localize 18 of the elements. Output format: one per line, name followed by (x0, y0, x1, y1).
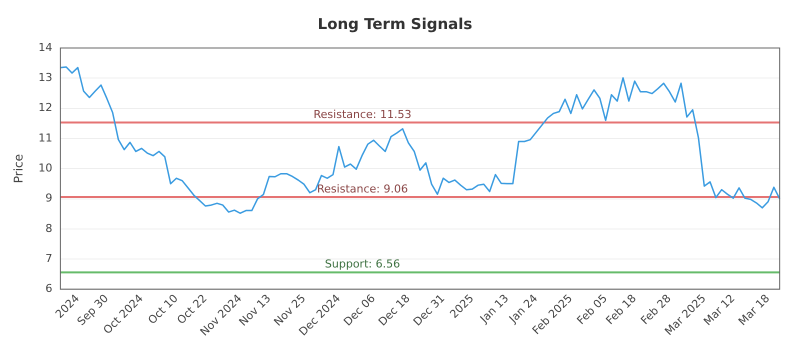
y-tick-label: 8 (45, 222, 52, 235)
y-tick-label: 13 (38, 71, 52, 84)
x-tick-label: Dec 06 (341, 292, 378, 328)
y-tick-label: 12 (38, 101, 52, 114)
ref-line-label: Resistance: 11.53 (314, 108, 412, 121)
x-tick-label: Dec 31 (410, 292, 448, 328)
y-tick-label: 9 (45, 192, 52, 205)
ref-line-label: Support: 6.56 (324, 258, 400, 271)
y-tick-label: 11 (38, 131, 52, 144)
y-axis-title: Price (11, 154, 26, 184)
y-tick-label: 7 (45, 252, 52, 265)
x-tick-label: Mar 18 (736, 292, 772, 328)
y-tick-label: 14 (38, 40, 52, 54)
chart-title: Long Term Signals (318, 14, 472, 33)
ref-line-label: Resistance: 9.06 (317, 182, 408, 196)
y-tick-label: 6 (45, 282, 52, 296)
y-tick-label: 10 (38, 161, 52, 174)
x-tick-label: Dec 18 (376, 292, 413, 328)
